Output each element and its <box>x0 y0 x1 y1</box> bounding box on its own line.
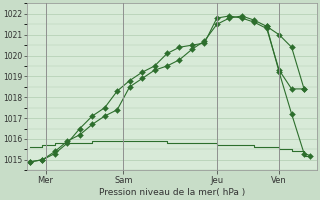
X-axis label: Pression niveau de la mer( hPa ): Pression niveau de la mer( hPa ) <box>99 188 245 197</box>
